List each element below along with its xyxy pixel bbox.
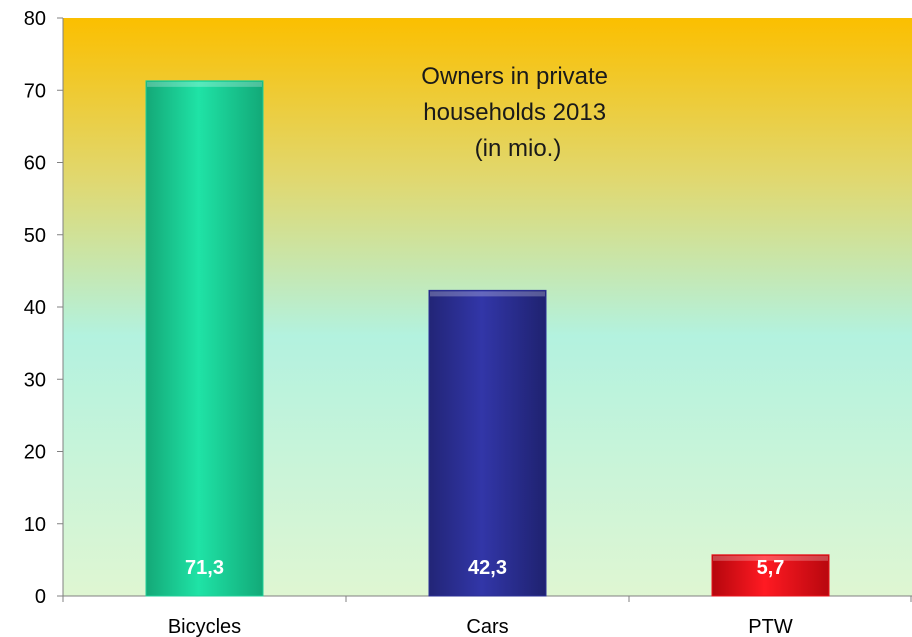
bar-ptw (711, 554, 830, 597)
chart-title-line-3: (in mio.) (475, 135, 562, 162)
y-tick-label: 10 (24, 514, 46, 536)
bar-bevel (147, 81, 262, 87)
y-tick-label: 80 (24, 8, 46, 30)
bar-bevel (713, 555, 828, 561)
bars (145, 80, 830, 597)
y-tick-label: 50 (24, 225, 46, 247)
bar (428, 289, 547, 597)
y-tick-label: 60 (24, 153, 46, 175)
x-tick-label: Cars (466, 616, 508, 637)
bar-bicycles (145, 80, 264, 597)
data-label: 5,7 (757, 557, 785, 579)
data-label: 71,3 (185, 557, 224, 579)
chart-title-line-1: Owners in private (421, 63, 608, 90)
y-axis: 0 10 20 30 40 50 60 70 80 (24, 8, 64, 608)
y-tick-label: 70 (24, 80, 46, 102)
data-labels: 71,3 42,3 5,7 (185, 557, 784, 579)
bar-cars (428, 289, 547, 597)
y-tick-label: 40 (24, 297, 46, 319)
bar (145, 80, 264, 597)
x-tick-label: Bicycles (168, 616, 241, 637)
bar-bevel (430, 291, 545, 297)
x-axis: Bicycles Cars PTW (62, 595, 912, 637)
chart-title: Owners in private households 2013 (in mi… (421, 63, 614, 162)
data-label: 42,3 (468, 557, 507, 579)
y-tick-label: 30 (24, 369, 46, 391)
y-tick-label: 0 (35, 586, 46, 608)
bar (711, 554, 830, 597)
y-tick-label: 20 (24, 442, 46, 464)
chart-title-line-2: households 2013 (423, 99, 606, 126)
x-tick-label: PTW (748, 616, 793, 637)
